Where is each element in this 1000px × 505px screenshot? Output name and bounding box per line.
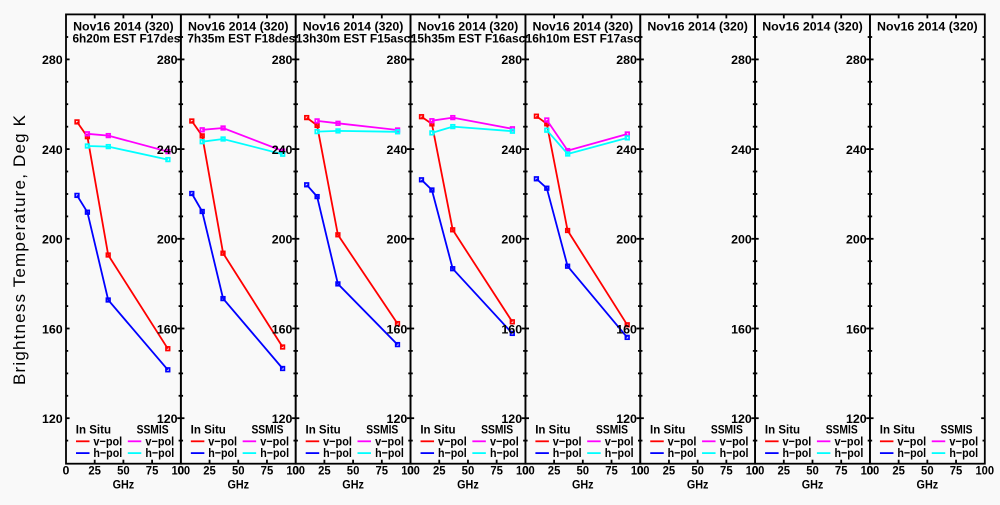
svg-text:6h20m EST F17des: 6h20m EST F17des bbox=[72, 31, 180, 45]
svg-text:Brightness Temperature, Deg K: Brightness Temperature, Deg K bbox=[10, 114, 29, 385]
svg-text:13h30m EST F15asc: 13h30m EST F15asc bbox=[296, 31, 410, 45]
svg-text:16h10m EST F17asc: 16h10m EST F17asc bbox=[526, 31, 640, 45]
svg-text:7h35m EST F18des: 7h35m EST F18des bbox=[187, 31, 295, 45]
svg-text:15h35m EST F16asc: 15h35m EST F16asc bbox=[411, 31, 525, 45]
